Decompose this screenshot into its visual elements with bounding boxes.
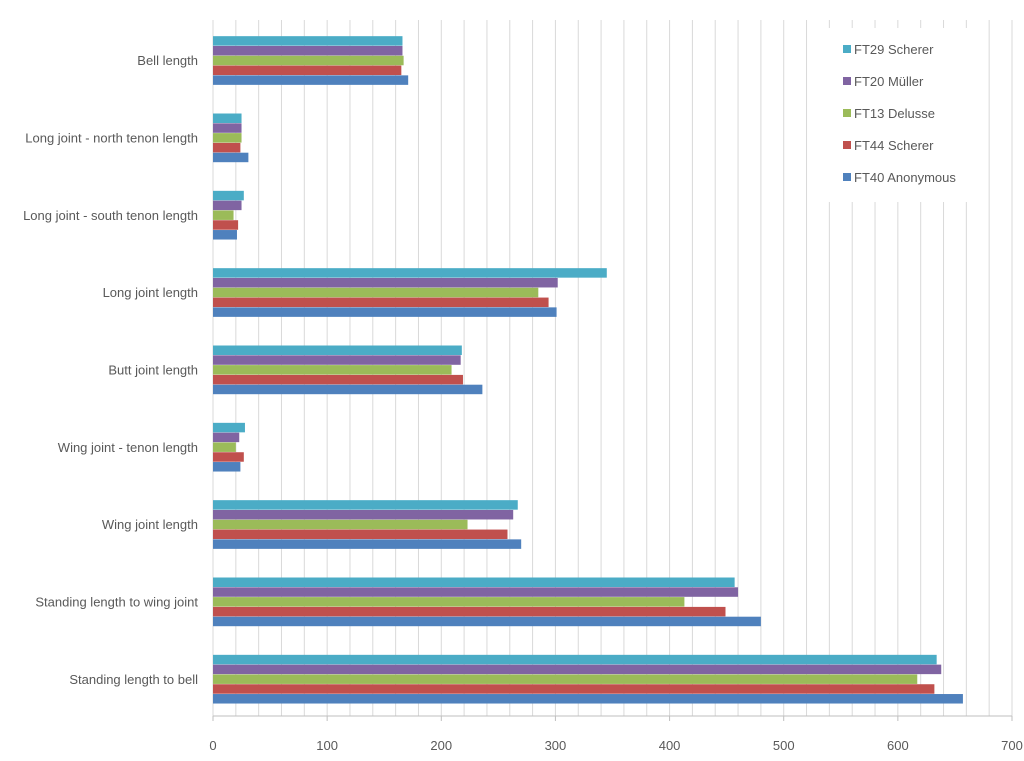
legend-swatch [843,173,851,181]
bar [213,452,244,462]
category-label: Wing joint length [102,517,198,532]
bar [213,684,935,694]
legend: FT29 Scherer FT20 Müller FT13 Delusse FT44 … [820,28,978,202]
legend-swatch [843,77,851,85]
bar [213,210,234,220]
x-tick-label: 400 [659,738,681,753]
bar [213,113,242,123]
bar [213,345,462,355]
legend-swatch [843,109,851,117]
x-tick-label: 300 [545,738,567,753]
legend-label: FT44 Scherer [854,138,934,153]
x-axis: 0 100 200 300 400 500 600 700 [209,715,1023,753]
bar [213,277,558,288]
bar [213,75,409,85]
category-labels: Bell length Long joint - north tenon leng… [23,53,198,687]
bar [213,230,237,240]
x-tick-label: 500 [773,738,795,753]
x-tick-label: 200 [430,738,452,753]
bar [213,384,483,395]
bar [213,297,549,308]
category-label: Long joint - south tenon length [23,208,198,223]
bar [213,462,241,472]
legend-swatch [843,45,851,53]
bar [213,442,236,452]
bar [213,268,607,278]
x-tick-label: 600 [887,738,909,753]
bar [213,529,508,540]
bar [213,539,522,549]
bar [213,365,452,375]
bar [213,654,937,665]
category-label: Long joint - north tenon length [25,131,198,146]
bar [213,616,761,627]
bar [213,664,942,675]
bar [213,152,249,163]
legend-label: FT40 Anonymous [854,170,956,185]
bar [213,577,735,587]
bar [213,36,403,46]
bar [213,133,242,143]
legend-label: FT13 Delusse [854,106,935,121]
legend-label: FT20 Müller [854,74,924,89]
category-label: Standing length to bell [69,672,198,687]
bar [213,142,241,153]
bar [213,200,242,211]
bar [213,597,685,607]
bar [213,55,404,66]
bar [213,45,403,56]
x-tick-label: 700 [1001,738,1023,753]
category-label: Bell length [137,53,198,68]
bar [213,422,245,433]
bar [213,190,244,201]
bar [213,606,726,617]
bar [213,65,402,76]
bar [213,587,739,597]
x-tick-label: 100 [316,738,338,753]
category-label: Standing length to wing joint [35,595,198,610]
category-label: Butt joint length [108,363,198,378]
category-label: Long joint length [103,285,198,300]
legend-swatch [843,141,851,149]
bar [213,287,539,298]
bar [213,374,463,385]
bar [213,220,239,230]
bar [213,123,242,133]
bar [213,307,557,317]
bar [213,500,518,510]
bar [213,432,240,443]
bars [213,36,963,704]
bar [213,674,918,684]
bar [213,519,468,530]
category-label: Wing joint - tenon length [58,440,198,455]
bar [213,355,461,365]
legend-label: FT29 Scherer [854,42,934,57]
bar [213,509,514,520]
bar [213,694,963,704]
x-tick-label: 0 [209,738,216,753]
